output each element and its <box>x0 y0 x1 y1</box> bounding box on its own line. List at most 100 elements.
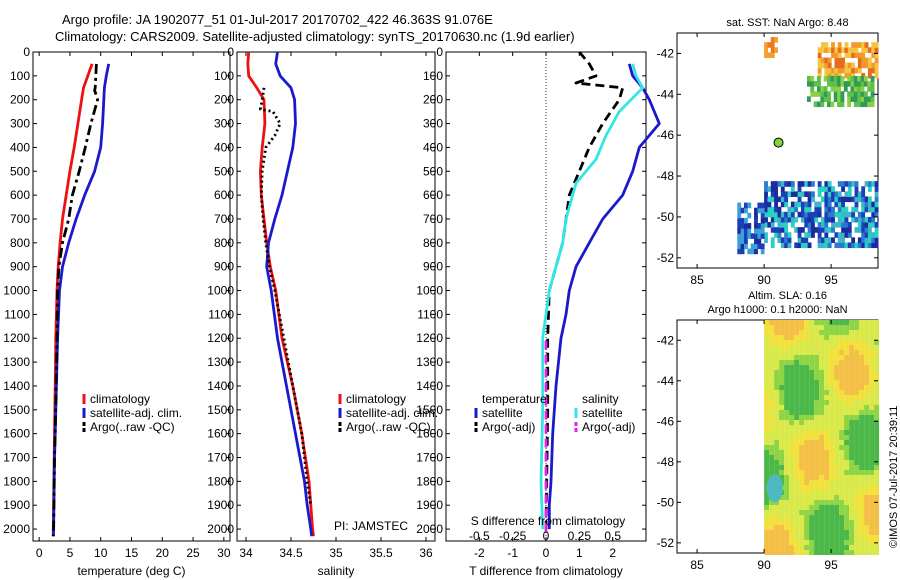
sst-cell <box>800 216 805 223</box>
sla-cell <box>849 470 855 475</box>
sst-cell <box>871 67 876 74</box>
sst-cell <box>864 222 869 228</box>
sla-cell <box>784 420 790 425</box>
sla-cell <box>869 510 875 515</box>
sla-cell <box>834 545 840 550</box>
sst-cell <box>874 52 879 59</box>
sst-cell <box>800 227 805 233</box>
sla-cell <box>779 470 785 475</box>
sla-cell <box>849 500 855 505</box>
sst-cell <box>770 242 775 249</box>
sst-cell <box>764 42 768 48</box>
sla-cell <box>819 500 825 505</box>
sla-cell <box>854 455 860 460</box>
sst-cell <box>824 57 829 64</box>
sla-cell <box>774 335 780 340</box>
sst-cell <box>827 101 831 108</box>
sla-cell <box>864 390 870 395</box>
sst-cell <box>747 202 752 209</box>
sla-cell <box>774 385 780 390</box>
sla-cell <box>834 440 840 445</box>
sla-cell <box>849 545 855 550</box>
sla-cell <box>859 365 865 370</box>
sst-map-panel <box>676 32 879 269</box>
sst-cell <box>806 81 811 87</box>
sla-cell <box>784 350 790 355</box>
sla-cell <box>874 325 880 330</box>
sst-cell <box>874 222 879 228</box>
sst-cell <box>867 62 872 69</box>
sla-cell <box>824 355 830 360</box>
sla-cell <box>799 425 805 430</box>
sla-cell <box>814 385 820 390</box>
sst-cell <box>861 47 866 53</box>
sst-cell <box>837 206 842 213</box>
sla-cell <box>769 340 775 345</box>
x-tick-label: 95 <box>824 558 838 572</box>
sla-cell <box>869 475 875 480</box>
sla-cell <box>774 420 780 425</box>
top-tick-label: -0.5 <box>469 529 490 543</box>
sla-cell <box>834 445 840 450</box>
sla-cell <box>794 435 800 440</box>
sst-cell <box>777 211 782 218</box>
y-tick-label: 1500 <box>207 403 234 417</box>
sst-cell <box>740 233 745 239</box>
sla-cell <box>804 345 810 350</box>
sla-cell <box>864 420 870 425</box>
sla-cell <box>854 330 860 335</box>
sla-cell <box>784 520 790 525</box>
sla-cell <box>829 510 835 515</box>
sla-cell <box>804 380 810 385</box>
sst-cell <box>817 57 822 64</box>
sla-cell <box>829 470 835 475</box>
sla-cell <box>779 505 785 510</box>
sst-cell <box>814 211 819 218</box>
sst-cell <box>851 242 856 249</box>
sst-cell <box>861 237 866 243</box>
sla-cell <box>834 495 840 500</box>
sst-cell <box>824 227 829 233</box>
sla-cell <box>799 505 805 510</box>
sst-cell <box>853 86 858 92</box>
sla-cell <box>854 460 860 465</box>
sla-cell <box>824 460 830 465</box>
sst-cell <box>827 72 832 79</box>
sst-cell <box>841 237 845 243</box>
sla-cell <box>794 355 800 360</box>
sla-cell <box>869 480 875 485</box>
sst-cell <box>851 216 856 223</box>
sst-cell <box>861 222 866 228</box>
sst-cell <box>824 242 829 249</box>
sla-cell <box>854 410 860 415</box>
sla-cell <box>834 520 840 525</box>
sla-cell <box>814 470 820 475</box>
sst-cell <box>824 216 829 223</box>
y-tick-label: 500 <box>10 164 30 178</box>
sla-cell <box>794 440 800 445</box>
sla-cell <box>774 410 780 415</box>
sla-cell <box>869 365 875 370</box>
sst-cell <box>747 212 752 219</box>
sst-cell <box>851 72 856 79</box>
sst-cell <box>837 62 842 69</box>
sst-cell <box>774 216 778 223</box>
sst-cell <box>844 216 849 223</box>
sla-cell <box>764 375 770 380</box>
sla-cell <box>784 425 790 430</box>
sla-cell <box>824 455 830 460</box>
sla-cell <box>854 435 860 440</box>
y-tick-label: -44 <box>657 87 675 101</box>
sst-cell <box>837 57 842 64</box>
sla-cell <box>829 485 835 490</box>
sst-cell <box>861 206 866 213</box>
sla-cell <box>774 440 780 445</box>
sla-cell <box>839 335 845 340</box>
sst-cell <box>784 191 789 197</box>
sla-cell <box>824 420 830 425</box>
sla-cell <box>814 455 820 460</box>
sla-cell <box>799 420 805 425</box>
sla-cell <box>834 470 840 475</box>
sla-cell <box>799 450 805 455</box>
sla-cell <box>814 550 820 555</box>
